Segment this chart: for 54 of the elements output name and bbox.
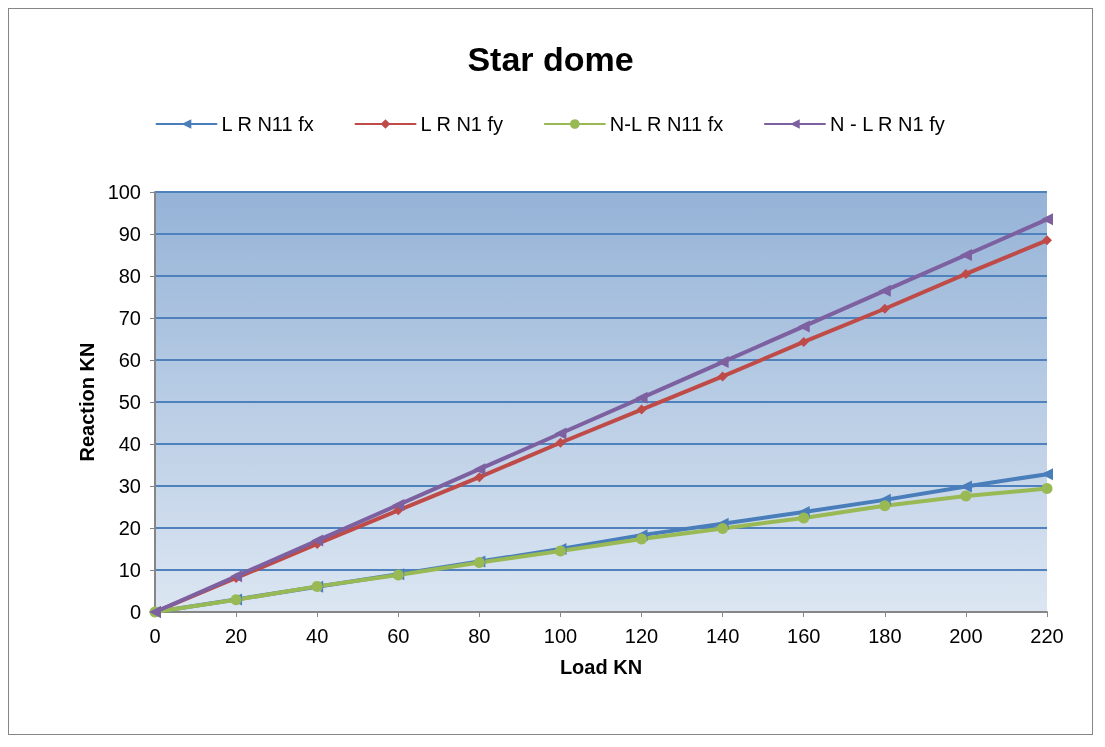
- point: [717, 522, 729, 534]
- x-tick-label: 140: [705, 625, 740, 647]
- point: [717, 371, 728, 382]
- point: [555, 437, 566, 448]
- x-tick-label: 220: [1030, 625, 1064, 647]
- point: [960, 268, 971, 279]
- point: [798, 336, 809, 347]
- point: [392, 498, 405, 511]
- legend-label: N-L R N11 fx: [609, 113, 724, 135]
- point: [636, 404, 647, 415]
- y-tick-label: 100: [107, 181, 141, 203]
- point: [879, 500, 891, 512]
- point: [473, 463, 486, 476]
- point: [1041, 213, 1053, 226]
- point: [1041, 483, 1053, 495]
- chart-title: Star dome: [467, 40, 634, 78]
- point: [960, 490, 972, 502]
- x-axis-title: Load KN: [559, 656, 643, 678]
- y-tick-label: 90: [118, 223, 141, 245]
- y-tick-label: 40: [118, 433, 141, 455]
- y-tick-label: 10: [118, 559, 141, 581]
- point: [959, 249, 972, 261]
- x-tick-label: 80: [468, 625, 491, 647]
- point: [554, 427, 567, 440]
- point: [1042, 235, 1052, 246]
- y-tick-label: 30: [118, 475, 141, 497]
- x-tick-label: 120: [624, 625, 659, 647]
- point: [311, 534, 324, 547]
- point: [636, 533, 648, 545]
- x-tick-label: 200: [949, 625, 983, 647]
- x-tick-label: 20: [224, 625, 248, 647]
- point: [716, 356, 729, 369]
- point: [797, 320, 810, 333]
- x-tick-label: 100: [543, 625, 578, 647]
- y-tick-label: 70: [118, 307, 141, 329]
- x-tick-label: 0: [149, 625, 161, 647]
- y-tick-label: 60: [118, 349, 141, 371]
- legend-label: L R N1 fy: [420, 113, 504, 135]
- point: [879, 303, 890, 314]
- y-tick-label: 80: [118, 265, 141, 287]
- legend-label: N - L R N1 fy: [829, 113, 945, 135]
- point: [635, 391, 648, 404]
- point: [474, 472, 485, 483]
- point: [878, 284, 891, 297]
- x-tick-label: 160: [787, 625, 821, 647]
- x-tick-label: 60: [387, 625, 410, 647]
- legend-label: L R N11 fx: [221, 113, 314, 135]
- y-axis-title: Reaction KN: [75, 342, 98, 462]
- x-tick-label: 180: [868, 625, 902, 647]
- y-tick-label: 50: [118, 391, 141, 413]
- x-tick-label: 40: [306, 625, 329, 647]
- y-tick-label: 0: [129, 601, 141, 623]
- point: [798, 512, 810, 524]
- y-tick-label: 20: [118, 517, 141, 539]
